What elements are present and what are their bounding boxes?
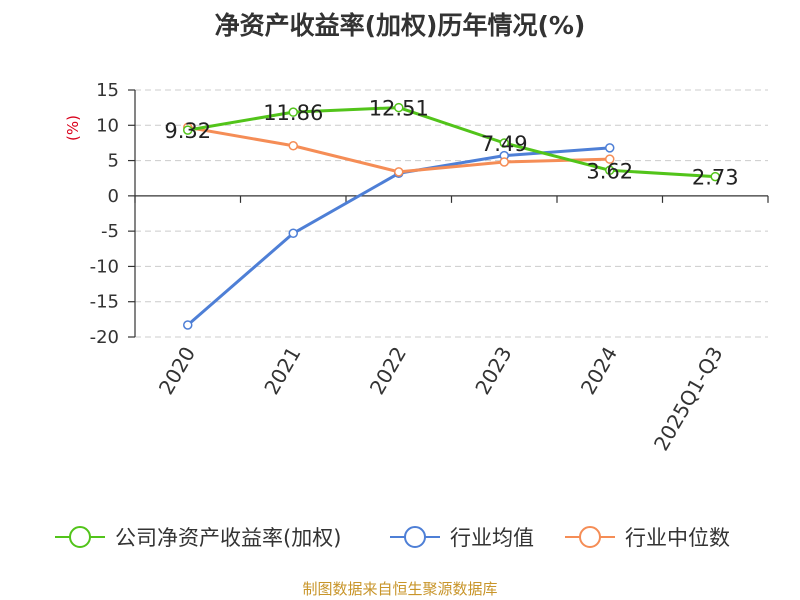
data-point — [605, 154, 615, 164]
data-label: 11.86 — [263, 101, 323, 125]
chart-title: 净资产收益率(加权)历年情况(%) — [214, 11, 586, 40]
data-point — [710, 171, 720, 182]
legend-marker — [69, 526, 91, 548]
x-tick-label: 2021 — [259, 343, 305, 399]
data-point — [499, 138, 509, 148]
legend-label: 行业中位数 — [625, 526, 730, 550]
y-tick-label: 0 — [108, 186, 119, 207]
data-point — [605, 143, 615, 153]
data-point — [499, 157, 509, 167]
y-tick-label: 10 — [96, 115, 119, 136]
data-point — [288, 228, 298, 239]
x-tick-label: 2024 — [576, 343, 622, 399]
x-tick-label: 2023 — [470, 343, 516, 399]
legend-marker — [404, 526, 426, 548]
grid-lines — [135, 89, 768, 338]
y-tick-label: -5 — [101, 221, 119, 242]
data-point — [288, 107, 298, 117]
legend-marker — [579, 526, 601, 548]
data-label: 7.49 — [481, 132, 528, 156]
source-note: 制图数据来自恒生聚源数据库 — [302, 580, 498, 598]
data-label: 3.62 — [586, 159, 633, 183]
y-axis-unit: (%) — [64, 115, 82, 141]
data-label: 2.73 — [692, 166, 739, 190]
legend-label: 行业均值 — [450, 526, 534, 550]
legend: 公司净资产收益率(加权) 行业均值 行业中位数 — [55, 526, 730, 550]
data-point — [605, 165, 615, 176]
y-tick-label: -20 — [90, 327, 119, 348]
data-point — [394, 102, 404, 113]
series-line — [187, 106, 716, 179]
data-labels: 9.32 11.86 12.51 7.49 3.62 2.73 — [164, 97, 738, 190]
data-point — [183, 125, 193, 135]
series-line — [187, 125, 610, 174]
data-label: 9.32 — [164, 119, 211, 143]
data-point — [288, 141, 298, 151]
x-tick-label: 2020 — [154, 343, 200, 399]
y-tick-label: -10 — [90, 256, 119, 277]
y-tick-label: 5 — [108, 151, 119, 172]
series-lines — [183, 102, 720, 330]
data-point — [394, 167, 404, 177]
y-tick-label: 15 — [96, 80, 119, 101]
data-label: 12.51 — [369, 97, 429, 121]
data-point — [183, 320, 193, 330]
legend-label: 公司净资产收益率(加权) — [115, 526, 341, 550]
x-tick-label: 2025Q1-Q3 — [649, 343, 728, 455]
x-tick-label: 2022 — [365, 343, 411, 399]
y-tick-label: -15 — [90, 292, 119, 313]
